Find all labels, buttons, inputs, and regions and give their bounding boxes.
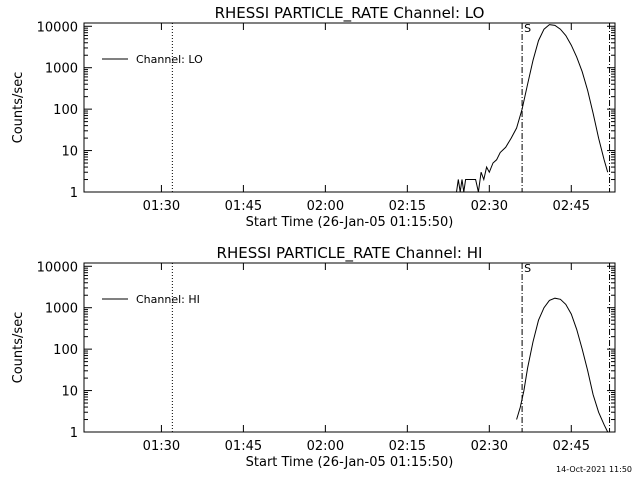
chart-1-x-tick-label: 02:15 <box>389 199 426 214</box>
footer-timestamp: 14-Oct-2021 11:50 <box>556 465 632 474</box>
chart-2-x-tick-label: 02:00 <box>307 439 344 454</box>
chart-1-y-axis-label: Counts/sec <box>11 72 26 144</box>
chart-1-x-tick-label: 02:45 <box>553 199 590 214</box>
chart-1-y-tick-label: 100 <box>53 103 78 118</box>
chart-2-x-tick-label: 02:15 <box>389 439 426 454</box>
chart-1-y-tick-label: 1 <box>70 186 78 201</box>
chart-1-y-tick-label: 10000 <box>37 20 78 35</box>
chart-1-title: RHESSI PARTICLE_RATE Channel: LO <box>215 4 485 23</box>
chart-1-y-tick-label: 10 <box>61 145 78 160</box>
chart-1-marker-label: S <box>524 22 531 35</box>
chart-2-legend-label: Channel: HI <box>136 293 200 306</box>
chart-1-x-tick-label: 01:45 <box>225 199 262 214</box>
chart-2-y-tick-label: 100 <box>53 343 78 358</box>
chart-1-x-tick-label: 01:30 <box>143 199 180 214</box>
chart-2-plot-frame <box>83 262 616 433</box>
chart-2-marker-label: S <box>524 262 531 275</box>
chart-2-x-tick-label: 01:45 <box>225 439 262 454</box>
chart-1-x-axis-label: Start Time (26-Jan-05 01:15:50) <box>246 215 454 230</box>
chart-1-x-tick-label: 02:30 <box>471 199 508 214</box>
chart-1-y-tick-label: 1000 <box>45 62 78 77</box>
chart-2-y-tick-label: 1000 <box>45 302 78 317</box>
chart-1-x-tick-label: 02:00 <box>307 199 344 214</box>
chart-1-legend-label: Channel: LO <box>136 53 203 66</box>
chart-2-y-tick-label: 10000 <box>37 260 78 275</box>
chart-2-y-tick-label: 1 <box>70 426 78 441</box>
chart-2-x-tick-label: 02:45 <box>553 439 590 454</box>
chart-1-group: RHESSI PARTICLE_RATE Channel: LO Start Ti… <box>11 4 616 230</box>
chart-2-group: RHESSI PARTICLE_RATE Channel: HI Start Ti… <box>11 244 616 470</box>
chart-1-series-line <box>456 24 609 193</box>
chart-2-title: RHESSI PARTICLE_RATE Channel: HI <box>217 244 483 263</box>
chart-2-x-tick-label: 01:30 <box>143 439 180 454</box>
chart-1-plot-frame <box>83 22 616 193</box>
chart-2-y-tick-label: 10 <box>61 385 78 400</box>
chart-2-series-line <box>516 297 609 433</box>
chart-2-x-tick-label: 02:30 <box>471 439 508 454</box>
chart-2-x-axis-label: Start Time (26-Jan-05 01:15:50) <box>246 455 454 470</box>
chart-2-y-axis-label: Counts/sec <box>11 312 26 384</box>
